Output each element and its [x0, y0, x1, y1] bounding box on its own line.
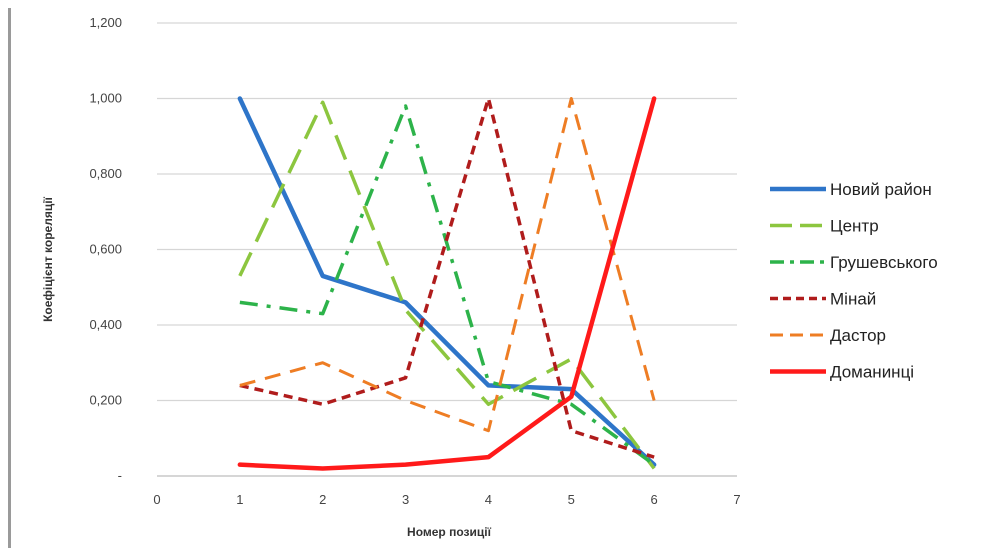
- x-axis-tick-labels: 0 1 2 3 4 5 6 7: [153, 492, 740, 507]
- x-tick-label: 2: [319, 492, 326, 507]
- y-tick-label: 1,000: [89, 91, 122, 106]
- legend: Новий район Центр Грушевського Мінай Дастор Д…: [770, 180, 938, 382]
- y-tick-label: -: [118, 468, 122, 483]
- series-line-5: [239, 97, 656, 433]
- x-tick-label: 1: [236, 492, 243, 507]
- left-border-rule: [8, 8, 11, 548]
- y-tick-label: 1,200: [89, 15, 122, 30]
- x-tick-label: 5: [568, 492, 575, 507]
- x-tick-label: 3: [402, 492, 409, 507]
- y-tick-label: 0,600: [89, 242, 122, 257]
- y-axis-tick-labels: - 0,200 0,400 0,600 0,800 1,000 1,200: [89, 15, 122, 483]
- series-line-1: [237, 96, 657, 467]
- series-line-2: [238, 100, 656, 470]
- legend-label: Дастор: [830, 326, 886, 345]
- series-line-6: [237, 96, 657, 471]
- legend-label: Доманинці: [830, 363, 914, 382]
- legend-label: Новий район: [830, 180, 932, 199]
- legend-label: Мінай: [830, 290, 876, 309]
- gridlines: [157, 22, 737, 477]
- series-line-3: [239, 104, 656, 467]
- y-axis-title: Коефіцієнт кореляції: [41, 196, 55, 321]
- x-tick-label: 6: [651, 492, 658, 507]
- y-tick-label: 0,200: [89, 393, 122, 408]
- y-tick-label: 0,400: [89, 317, 122, 332]
- y-tick-label: 0,800: [89, 166, 122, 181]
- x-tick-label: 7: [733, 492, 740, 507]
- x-tick-label: 0: [153, 492, 160, 507]
- legend-label: Грушевського: [830, 253, 938, 272]
- series-lines: [237, 96, 657, 471]
- x-axis-title: Номер позиції: [407, 525, 492, 539]
- legend-label: Центр: [830, 217, 879, 236]
- x-tick-label: 4: [485, 492, 492, 507]
- series-line-4: [239, 96, 655, 459]
